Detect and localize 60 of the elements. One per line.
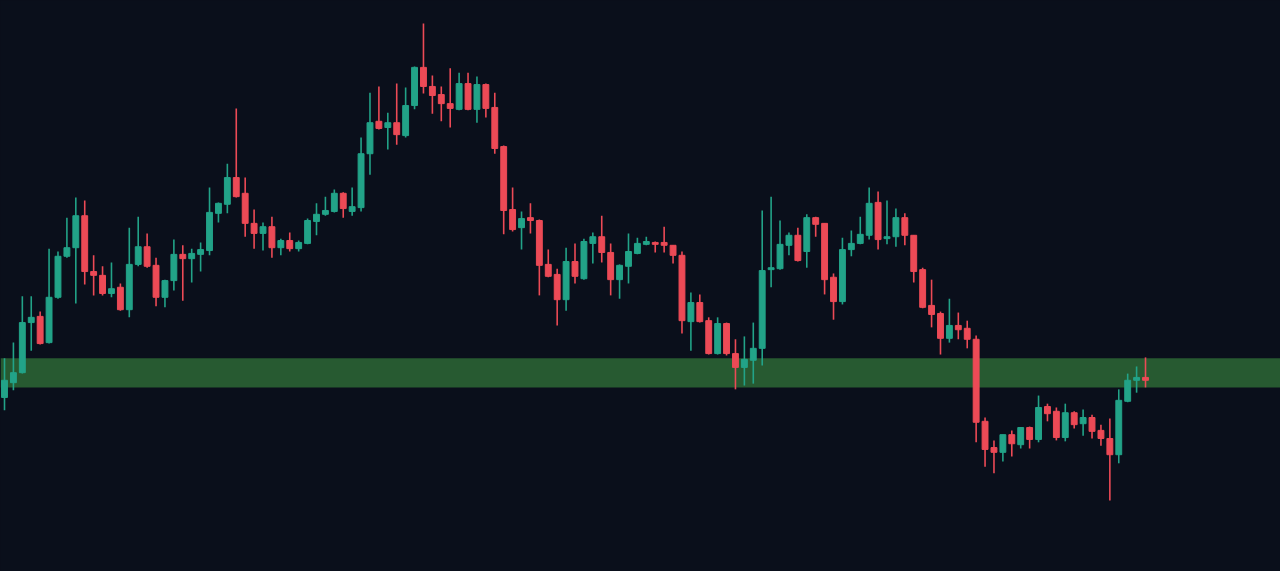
candlestick <box>232 107 240 199</box>
candlestick <box>116 282 124 312</box>
candlestick <box>384 111 392 151</box>
candlestick <box>625 232 632 285</box>
candlestick <box>179 244 187 302</box>
candlestick <box>27 295 35 352</box>
candlestick <box>268 215 276 259</box>
candlestick <box>1008 429 1016 458</box>
candlestick <box>740 335 748 387</box>
candlestick <box>945 297 953 344</box>
candlestick <box>544 248 552 279</box>
candlestick <box>963 319 971 350</box>
candlestick <box>571 242 579 285</box>
candlestick <box>197 241 205 273</box>
candlestick <box>215 201 222 224</box>
candlestick <box>134 215 142 268</box>
candlestick <box>99 265 106 297</box>
candlestick <box>1 357 8 412</box>
candlestick <box>9 341 17 392</box>
candlestick <box>687 291 695 352</box>
candlestick <box>598 214 606 264</box>
candlestick <box>1079 408 1087 437</box>
candlestick <box>321 195 329 217</box>
candlestick <box>928 278 936 329</box>
candlestick <box>259 221 267 252</box>
candlestick <box>393 82 401 146</box>
candlestick <box>339 191 347 219</box>
candlestick <box>90 254 98 297</box>
candlestick <box>161 278 169 309</box>
candlestick <box>1017 426 1025 450</box>
candlestick <box>883 199 891 246</box>
candlestick <box>749 321 757 385</box>
candlestick <box>108 261 115 299</box>
candlestick <box>847 229 855 258</box>
candlestick <box>286 231 294 253</box>
candlestick <box>446 67 454 129</box>
candlestick <box>1124 372 1132 404</box>
candlestick <box>999 433 1007 463</box>
candlestick <box>616 263 624 300</box>
candlestick <box>526 202 534 235</box>
candlestick <box>188 247 196 284</box>
candlestick <box>732 338 739 391</box>
candlestick <box>304 217 312 246</box>
candlestick <box>420 22 427 95</box>
candlestick <box>1133 365 1141 394</box>
candlestick <box>696 293 704 324</box>
candlestick <box>482 82 490 119</box>
candlestick <box>901 212 909 247</box>
candlestick <box>428 74 436 115</box>
candlestick <box>313 202 320 237</box>
candlestick <box>63 216 71 259</box>
candlestick <box>437 85 445 123</box>
candlestick <box>1142 356 1149 389</box>
candlestick <box>892 207 900 248</box>
candlestick <box>954 311 962 341</box>
candlestick <box>375 85 383 131</box>
candlestick <box>856 215 864 246</box>
candlestick <box>518 210 525 251</box>
candlestick <box>509 186 517 233</box>
candlestick <box>250 208 258 250</box>
